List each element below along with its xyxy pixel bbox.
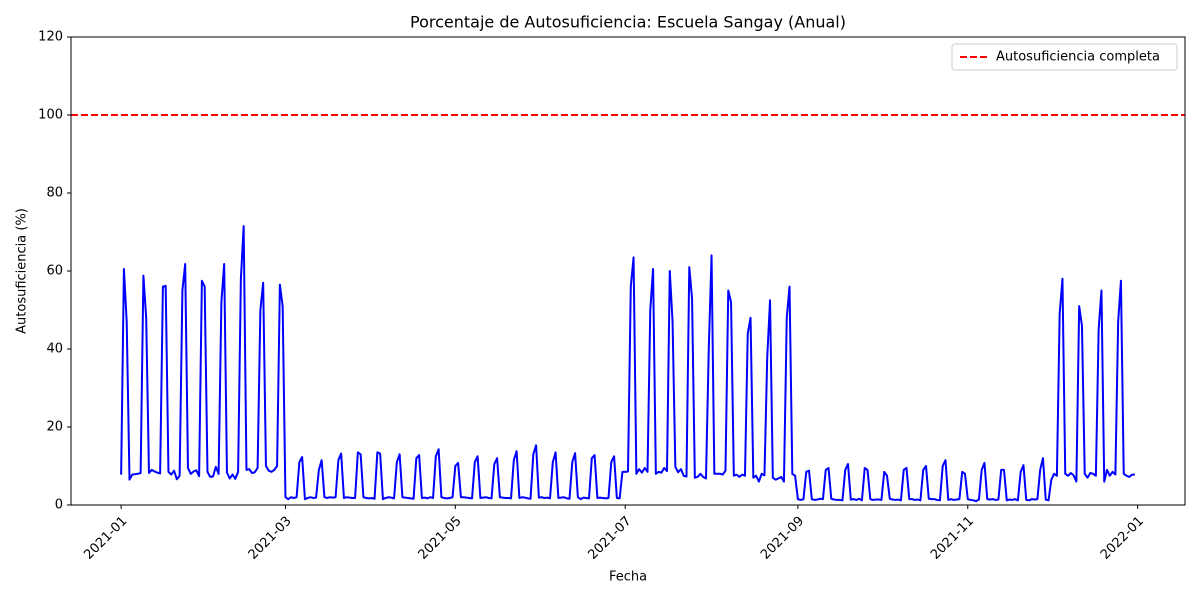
y-tick-label: 20 — [46, 420, 63, 435]
x-tick-label: 2022-01 — [1098, 514, 1147, 563]
x-tick-label: 2021-11 — [928, 514, 977, 563]
y-tick-label: 100 — [38, 108, 63, 123]
y-tick-label: 80 — [46, 186, 63, 201]
y-tick-label: 60 — [46, 264, 63, 279]
chart-title: Porcentaje de Autosuficiencia: Escuela S… — [410, 13, 846, 32]
legend-box — [951, 43, 1178, 71]
y-tick-label: 40 — [46, 342, 63, 357]
x-axis-label: Fecha — [609, 570, 647, 585]
x-tick-label: 2021-05 — [416, 514, 465, 563]
x-tick-label: 2021-01 — [81, 514, 130, 563]
legend-label: Autosuficiencia completa — [996, 50, 1160, 65]
y-tick-label: 120 — [38, 30, 63, 45]
y-tick-label: 0 — [55, 498, 63, 513]
data-line — [120, 225, 1135, 503]
x-tick-label: 2021-07 — [585, 514, 634, 563]
y-axis-label: Autosuficiencia (%) — [15, 208, 30, 334]
x-tick-label: 2021-09 — [758, 514, 807, 563]
plot-frame — [70, 36, 1186, 506]
x-tick-label: 2021-03 — [246, 514, 295, 563]
